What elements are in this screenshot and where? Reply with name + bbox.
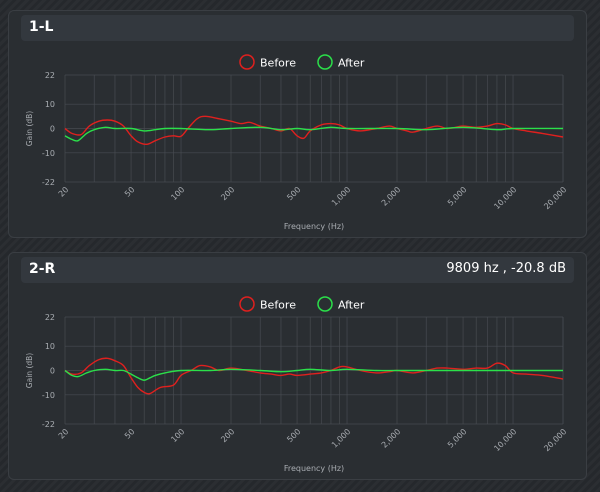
x-tick-label: 500 <box>285 185 302 202</box>
x-tick-label: 20,000 <box>542 185 568 211</box>
y-tick-label: 0 <box>50 367 55 376</box>
x-tick-label: 100 <box>169 185 186 202</box>
y-tick-label: 0 <box>50 125 55 134</box>
y-tick-label: 22 <box>45 313 55 322</box>
y-tick-label: -10 <box>42 149 55 158</box>
y-axis-label: Gain (dB) <box>25 353 34 388</box>
y-axis-label: Gain (dB) <box>25 111 34 146</box>
x-tick-label: 200 <box>219 185 236 202</box>
x-tick-label: 1,000 <box>330 427 353 450</box>
x-tick-label: 200 <box>219 427 236 444</box>
x-tick-label: 20,000 <box>542 427 568 453</box>
x-tick-label: 1,000 <box>330 185 353 208</box>
series-line-after <box>64 368 563 381</box>
panel-header: 2-R 9809 hz , -20.8 dB <box>21 257 574 283</box>
legend-label: Before <box>260 299 296 312</box>
legend-label: After <box>338 299 365 312</box>
cursor-readout: 9809 hz , -20.8 dB <box>446 261 566 276</box>
channel-panel-2: 2-R 9809 hz , -20.8 dB Before After 22 10 0-… <box>8 252 587 480</box>
legend-marker <box>239 296 255 312</box>
legend-marker <box>239 54 255 70</box>
series-line-after <box>64 126 564 142</box>
y-tick-label: -22 <box>42 178 55 187</box>
chart-legend: Before After <box>239 54 365 70</box>
x-tick-label: 2,000 <box>380 185 403 208</box>
x-tick-label: 50 <box>123 427 137 441</box>
x-tick-label: 10,000 <box>492 427 518 453</box>
x-axis-label: Frequency (Hz) <box>284 222 344 231</box>
chart-legend: Before After <box>239 296 365 312</box>
x-tick-label: 50 <box>123 185 137 199</box>
legend-marker <box>317 296 333 312</box>
legend-label: Before <box>260 57 296 70</box>
x-tick-label: 10,000 <box>492 185 518 211</box>
x-tick-label: 5,000 <box>446 427 469 450</box>
x-tick-label: 20 <box>57 427 71 441</box>
x-tick-label: 2,000 <box>380 427 403 450</box>
series-line-before <box>64 115 564 146</box>
y-tick-label: 10 <box>45 342 55 351</box>
y-tick-label: -10 <box>42 391 55 400</box>
panel-header: 1-L <box>21 15 574 41</box>
x-axis-label: Frequency (Hz) <box>284 464 344 473</box>
y-tick-label: -22 <box>42 420 55 429</box>
x-tick-label: 500 <box>285 427 302 444</box>
x-tick-label: 5,000 <box>446 185 469 208</box>
legend-label: After <box>338 57 365 70</box>
y-tick-label: 10 <box>45 100 55 109</box>
x-tick-label: 20 <box>57 185 71 199</box>
series-line-before <box>64 357 564 395</box>
panel-title: 1-L <box>29 19 54 35</box>
channel-panel-1: 1-L Before After 22 10 0 -10 -22 Gain (dB) 20 50 1… <box>8 10 587 238</box>
y-tick-label: 22 <box>45 71 55 80</box>
x-tick-label: 100 <box>169 427 186 444</box>
legend-marker <box>317 54 333 70</box>
panel-title: 2-R <box>29 261 56 277</box>
